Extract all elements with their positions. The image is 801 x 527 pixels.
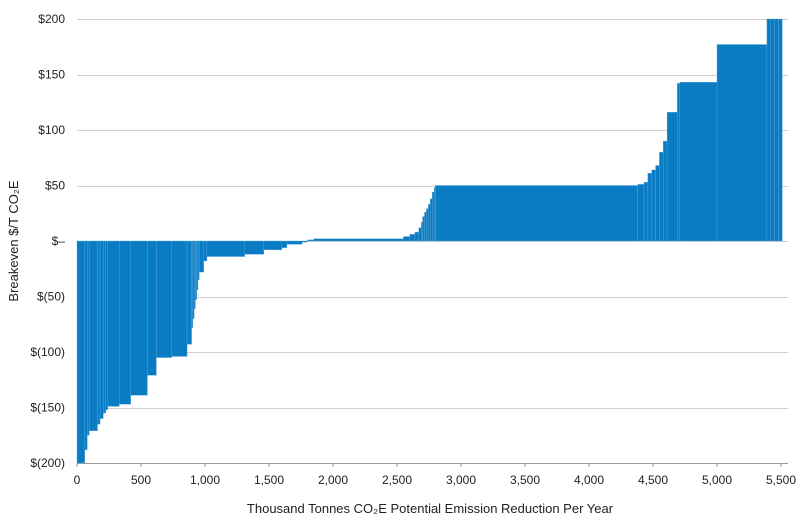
- cost-bar: [422, 216, 425, 242]
- cost-bar: [766, 18, 771, 242]
- cost-bar: [428, 204, 431, 242]
- cost-bar: [679, 82, 718, 242]
- x-tick-label: 3,000: [446, 473, 476, 487]
- cost-bar: [97, 240, 101, 425]
- x-axis-label: Thousand Tonnes CO₂E Potential Emission …: [247, 501, 614, 516]
- cost-bar: [119, 240, 131, 405]
- cost-bar: [281, 240, 288, 248]
- cost-bar: [130, 240, 148, 396]
- cost-bar: [432, 191, 435, 242]
- y-axis-label: Breakeven $/T CO₂E: [6, 180, 21, 301]
- bar-series: [76, 18, 783, 464]
- cost-bar: [677, 83, 681, 242]
- cost-bar: [435, 185, 638, 242]
- cost-bar: [313, 238, 404, 242]
- x-tick-label: 500: [131, 473, 151, 487]
- cost-bar: [655, 165, 660, 242]
- cost-bar: [103, 240, 106, 414]
- cost-bar: [156, 240, 172, 358]
- cost-bar: [643, 181, 649, 242]
- x-tick-label: 1,000: [190, 473, 220, 487]
- cost-bar: [659, 151, 664, 242]
- y-tick-label: $(200): [30, 456, 65, 470]
- cost-bar: [147, 240, 157, 376]
- cost-bar: [418, 227, 422, 242]
- cost-bar: [426, 208, 429, 242]
- cost-bar: [403, 236, 410, 242]
- x-tick-label: 5,000: [702, 473, 732, 487]
- x-tick-label: 4,500: [638, 473, 668, 487]
- y-tick-label: $–: [52, 234, 66, 248]
- x-axis-ticks: 0 500 1,000 1,500 2,000 2,500 3,000 3,500 4,000 4…: [74, 463, 796, 487]
- y-tick-label: $(100): [30, 345, 65, 359]
- cost-bar: [107, 240, 120, 407]
- cost-bar: [105, 240, 108, 410]
- cost-bar: [774, 18, 779, 242]
- cost-bar: [424, 211, 427, 242]
- cost-bar: [171, 240, 188, 357]
- cost-bar: [87, 240, 90, 436]
- cost-bar: [206, 240, 245, 257]
- x-tick-label: 1,500: [254, 473, 284, 487]
- cost-bar: [778, 18, 783, 242]
- cost-bar: [430, 198, 433, 242]
- cost-bar: [409, 234, 416, 242]
- y-tick-label: $200: [38, 12, 65, 26]
- cost-bar: [716, 44, 768, 242]
- cost-bar: [647, 173, 652, 242]
- cost-bar: [99, 240, 104, 419]
- y-axis-ticks: $200 $150 $100 $50 $– $(50) $(100) $(150) $(200): [30, 12, 65, 470]
- cost-bar: [263, 240, 283, 251]
- y-tick-label: $150: [38, 68, 65, 82]
- cost-bar: [203, 240, 208, 262]
- x-tick-label: 5,500: [766, 473, 796, 487]
- cost-bar: [286, 240, 303, 245]
- cost-bar: [666, 112, 678, 242]
- cost-bar: [651, 169, 656, 242]
- cost-bar: [76, 240, 85, 464]
- cost-bar: [88, 240, 98, 432]
- cost-bar: [770, 18, 775, 242]
- cost-bar: [637, 184, 645, 242]
- y-tick-label: $50: [45, 179, 65, 193]
- cost-bar: [186, 240, 192, 345]
- cost-bar: [307, 239, 314, 242]
- cost-bar: [244, 240, 265, 255]
- x-tick-label: 0: [74, 473, 81, 487]
- x-tick-label: 2,500: [382, 473, 412, 487]
- cost-bar: [84, 240, 88, 450]
- cost-bar: [414, 231, 419, 242]
- x-tick-label: 3,500: [510, 473, 540, 487]
- x-tick-label: 4,000: [574, 473, 604, 487]
- y-tick-label: $(50): [37, 290, 65, 304]
- cost-bar: [199, 240, 204, 273]
- cost-bar: [663, 140, 668, 242]
- y-tick-label: $100: [38, 123, 65, 137]
- y-tick-label: $(150): [30, 401, 65, 415]
- cost-bar: [302, 240, 308, 243]
- x-tick-label: 2,000: [318, 473, 348, 487]
